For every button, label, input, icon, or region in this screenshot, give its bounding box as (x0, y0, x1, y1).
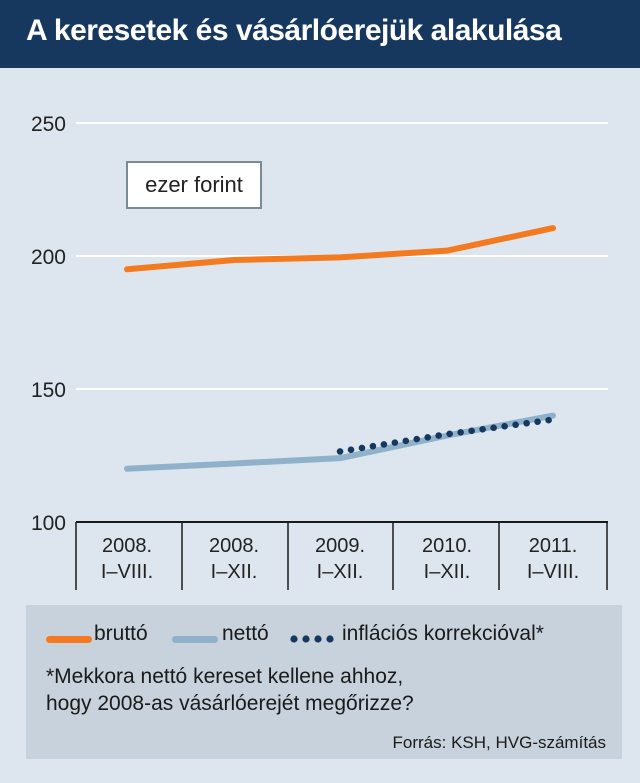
legend-label-netto: nettó (222, 622, 269, 645)
footnote-line-2: hogy 2008-as vásárlóerejét megőrizze? (46, 692, 414, 715)
legend-label-inflacios: inflációs korrekcióval* (342, 622, 544, 645)
legend-label-brutto: bruttó (94, 622, 148, 645)
x-tick-label: 2010. I–XII. (422, 535, 472, 583)
x-tick-label: 2008. I–VIII. (101, 535, 153, 583)
x-tick-label: 2009. I–XII. (315, 535, 365, 583)
x-tick-label: 2008. I–XII. (209, 535, 259, 583)
y-tick-label: 150 (31, 379, 66, 402)
y-tick-label: 200 (31, 246, 66, 269)
chart-title: A keresetek és vásárlóerejük alakulása (26, 14, 562, 47)
series-line-brutto (124, 225, 556, 273)
legend-swatch-netto (172, 636, 218, 643)
y-tick-label: 250 (31, 113, 66, 136)
y-tick-label: 100 (31, 512, 66, 535)
header-bar: A keresetek és vásárlóerejük alakulása (0, 0, 640, 68)
x-tick-label: 2011. I–VIII. (527, 535, 579, 583)
unit-label: ezer forint (126, 161, 262, 209)
legend-swatch-brutto (46, 636, 92, 643)
footnote: *Mekkora nettó kereset kellene ahhoz, ho… (46, 663, 414, 717)
legend: bruttó nettó inflációs korrekcióval* *Me… (26, 605, 622, 759)
source-note: Forrás: KSH, HVG-számítás (392, 733, 606, 752)
series-line-netto (124, 412, 556, 472)
legend-swatch-inflacios (290, 635, 334, 643)
footnote-line-1: *Mekkora nettó kereset kellene ahhoz, (46, 665, 404, 688)
plot-area: 100 150 200 250 2008. I–VIII. 2008. I–XII. 2009.… (31, 113, 608, 590)
